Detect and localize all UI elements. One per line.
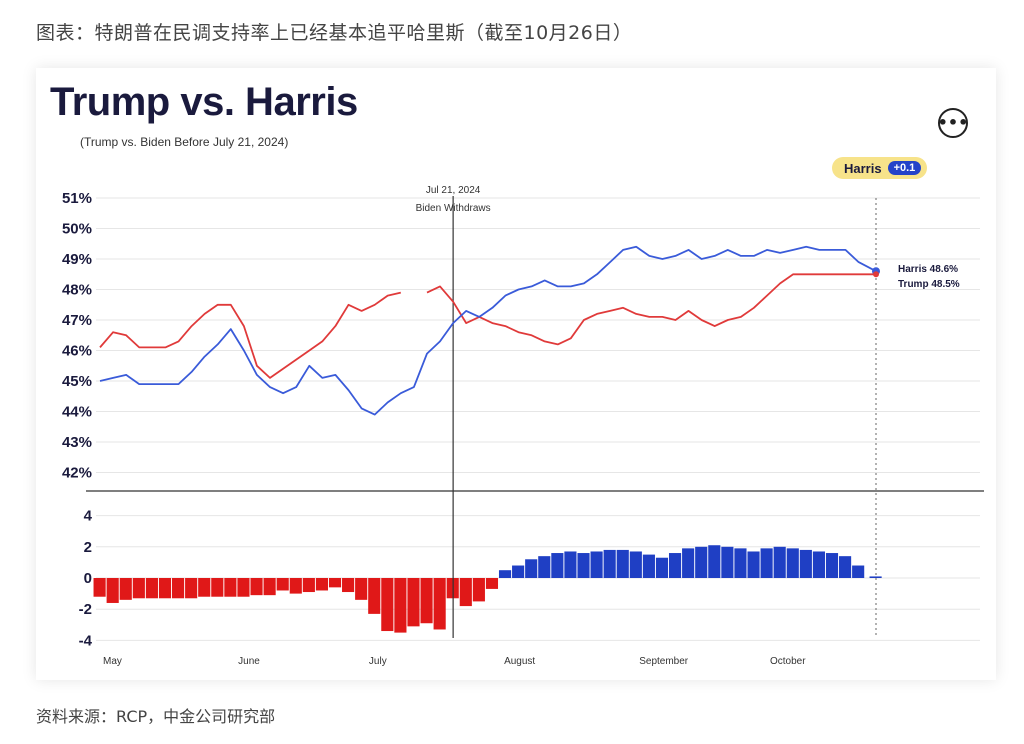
spread-bar xyxy=(655,557,669,578)
spread-bar xyxy=(760,548,773,578)
spread-bar xyxy=(551,553,564,578)
chart-title: Trump vs. Harris xyxy=(50,80,358,124)
spread-bar xyxy=(708,545,721,578)
spread-bar xyxy=(616,549,629,578)
spread-bar xyxy=(825,553,839,578)
harris-end-label: Harris 48.6% xyxy=(898,264,958,275)
y-tick-label-top: 45% xyxy=(62,373,92,390)
more-horizontal-icon: ••• xyxy=(937,113,969,132)
spread-bar xyxy=(289,578,302,594)
page-header-title: 图表：特朗普在民调支持率上已经基本追平哈里斯（截至10月26日） xyxy=(36,22,633,44)
spread-bar xyxy=(93,578,106,597)
spread-bar xyxy=(302,578,315,593)
spread-bar xyxy=(642,554,655,578)
spread-bar xyxy=(342,578,355,593)
x-tick-label: July xyxy=(369,656,387,667)
spread-bar xyxy=(472,578,485,602)
spread-bar xyxy=(132,578,145,599)
spread-bar xyxy=(224,578,237,597)
spread-bar xyxy=(433,578,446,630)
y-tick-label-bottom: -2 xyxy=(79,601,92,618)
y-tick-label-top: 48% xyxy=(62,282,92,299)
x-tick-label: September xyxy=(639,656,689,667)
spread-bar xyxy=(158,578,172,599)
y-tick-label-top: 50% xyxy=(62,221,92,238)
x-tick-label: June xyxy=(238,656,260,667)
spread-bar xyxy=(394,578,407,633)
spread-bar xyxy=(485,578,499,589)
y-tick-label-bottom: 4 xyxy=(84,508,93,525)
spread-bar xyxy=(512,565,525,578)
spread-bar xyxy=(263,578,276,596)
spread-bar xyxy=(839,556,852,578)
spread-bar xyxy=(368,578,381,614)
more-options-button[interactable]: ••• xyxy=(938,108,968,138)
spread-bar xyxy=(721,546,734,578)
trump-end-marker xyxy=(873,271,879,278)
chart-card: Trump vs. Harris (Trump vs. Biden Before… xyxy=(36,68,996,680)
spread-bar xyxy=(525,559,538,578)
spread-bar xyxy=(747,551,760,578)
x-tick-label: May xyxy=(103,656,122,667)
spread-bar xyxy=(603,549,616,578)
spread-bar xyxy=(198,578,211,597)
series-line-harris xyxy=(99,245,877,416)
y-tick-label-top: 47% xyxy=(62,312,92,329)
y-tick-label-bottom: 2 xyxy=(84,539,92,556)
spread-bar xyxy=(381,578,394,632)
spread-bar xyxy=(852,565,865,578)
spread-bar xyxy=(590,551,603,578)
spread-bar xyxy=(328,578,342,588)
lead-badge-name: Harris xyxy=(844,160,882,176)
spread-bar xyxy=(869,576,882,578)
spread-bar xyxy=(459,578,472,607)
spread-bar xyxy=(407,578,420,627)
spread-bar xyxy=(185,578,198,599)
spread-bar xyxy=(276,578,289,591)
spread-bar xyxy=(695,546,708,578)
trump-end-label: Trump 48.5% xyxy=(898,279,960,290)
chart-svg: 51% 50% 49% 48% 47% 46% 45% 44% 43% 42% 4 2 0 -2 -4 May… xyxy=(62,185,984,667)
spread-bar xyxy=(786,548,799,578)
spread-bar xyxy=(172,578,185,599)
y-tick-label-top: 42% xyxy=(62,465,92,482)
spread-bar xyxy=(799,549,812,578)
x-tick-label: October xyxy=(770,656,806,667)
spread-bar xyxy=(773,546,786,578)
y-tick-label-top: 51% xyxy=(62,190,92,207)
spread-bar xyxy=(106,578,119,603)
annotation-label: Biden Withdraws xyxy=(416,203,491,214)
y-tick-label-bottom: -4 xyxy=(79,632,93,649)
spread-bar xyxy=(420,578,433,624)
annotation-date: Jul 21, 2024 xyxy=(426,185,481,196)
spread-bar xyxy=(237,578,250,597)
y-tick-label-bottom: 0 xyxy=(84,570,92,587)
spread-bar xyxy=(250,578,263,596)
spread-bar xyxy=(564,551,577,578)
y-tick-label-top: 46% xyxy=(62,343,92,360)
spread-bar xyxy=(145,578,158,599)
spread-bar xyxy=(812,551,825,578)
source-note: 资料来源：RCP，中金公司研究部 xyxy=(36,707,276,726)
lead-badge-value: +0.1 xyxy=(887,161,922,175)
spread-bar xyxy=(577,553,590,578)
spread-bar xyxy=(682,548,695,578)
series-line-trump xyxy=(99,273,876,379)
x-tick-label: August xyxy=(504,656,535,667)
spread-bar xyxy=(211,578,224,597)
y-tick-label-top: 43% xyxy=(62,434,92,451)
spread-bar xyxy=(315,578,329,591)
spread-bar xyxy=(734,548,747,578)
chart-subtitle: (Trump vs. Biden Before July 21, 2024) xyxy=(80,135,289,149)
y-tick-label-top: 49% xyxy=(62,251,92,268)
spread-bar xyxy=(498,570,512,578)
spread-bar xyxy=(668,553,682,578)
spread-bar xyxy=(629,551,642,578)
spread-bar xyxy=(119,578,132,600)
spread-bar xyxy=(355,578,368,600)
lead-badge: Harris +0.1 xyxy=(832,157,928,179)
y-tick-label-top: 44% xyxy=(62,404,92,421)
spread-bar xyxy=(538,556,551,578)
